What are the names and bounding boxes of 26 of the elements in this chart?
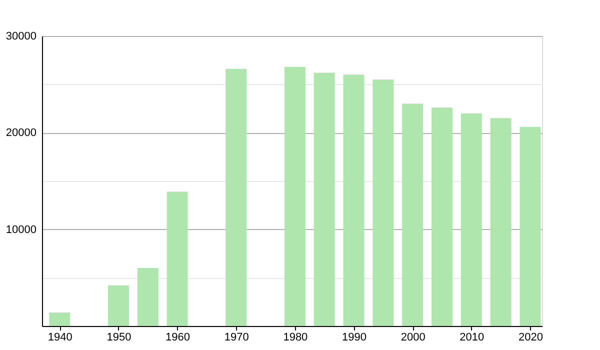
bar (49, 312, 70, 326)
bar (343, 74, 364, 326)
bar (432, 108, 452, 326)
bar (314, 72, 335, 326)
bar (166, 192, 188, 326)
y-tick-label: 20000 (6, 127, 36, 140)
bar (520, 126, 541, 326)
x-tick-label: 1980 (283, 332, 308, 344)
x-tick-label: 1990 (342, 332, 367, 344)
bar (226, 68, 247, 326)
x-tick-label: 2000 (400, 332, 426, 344)
bar (402, 104, 424, 326)
x-tick-label: 2020 (518, 332, 543, 344)
x-tick-label: 2010 (460, 332, 484, 344)
bar (490, 118, 512, 326)
bar (108, 285, 129, 326)
bar (284, 66, 306, 326)
x-tick-label: 1960 (166, 332, 190, 344)
bar (372, 80, 394, 326)
bar (137, 268, 158, 326)
y-tick-label: 30000 (6, 30, 36, 42)
y-tick-label: 10000 (6, 224, 36, 236)
x-tick-label: 1970 (224, 332, 249, 344)
x-tick-label: 1940 (48, 332, 72, 344)
x-tick-label: 1950 (106, 332, 132, 344)
bar (460, 113, 482, 326)
